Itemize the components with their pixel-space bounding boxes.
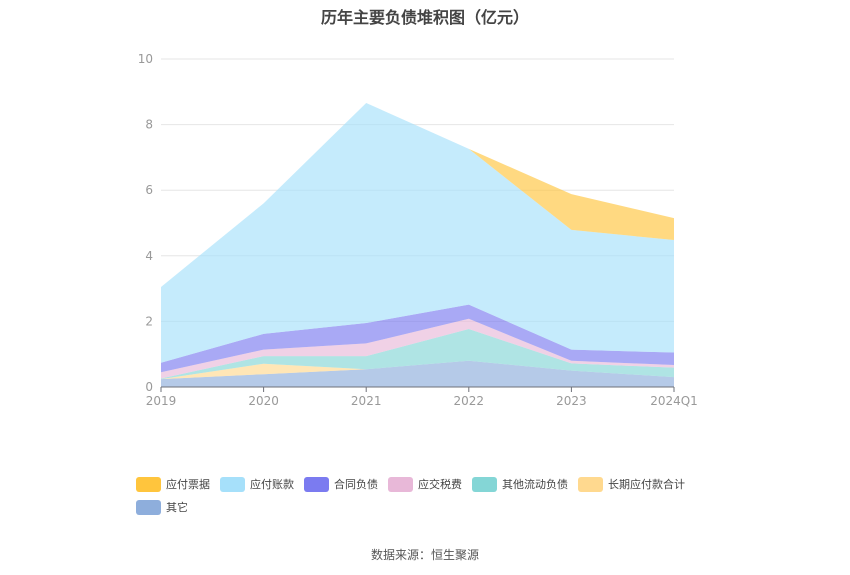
legend-item[interactable]: 其它 [136,496,188,518]
area-5 [161,102,674,363]
area-6 [161,102,674,287]
x-tick-label: 2024Q1 [650,394,698,408]
legend-swatch [136,499,161,515]
data-source: 数据来源：恒生聚源 [370,548,479,562]
x-tick-label: 2019 [146,394,177,408]
legend-swatch [304,476,329,492]
area-2 [161,328,674,380]
legend-label: 其他流动负债 [502,478,568,491]
legend: 应付票据 应付账款 合同负债 应交税费 其他流动负债 长期应付款合计其它 [136,473,736,519]
legend-swatch [388,476,413,492]
y-tick-label: 10 [138,52,153,66]
legend-swatch [136,476,161,492]
legend-label: 应交税费 [418,478,462,491]
x-tick-label: 2020 [248,394,279,408]
y-tick-label: 8 [145,118,153,132]
legend-item[interactable]: 其他流动负债 [472,473,568,495]
legend-label: 其它 [166,501,188,514]
legend-item[interactable]: 应付票据 [136,473,210,495]
x-tick-label: 2021 [351,394,382,408]
chart-title: 历年主要负债堆积图（亿元） [320,8,529,27]
legend-label: 长期应付款合计 [608,478,685,491]
area-4 [161,304,674,373]
area-0 [161,360,674,387]
legend-item[interactable]: 合同负债 [304,473,378,495]
y-tick-label: 4 [145,249,153,263]
legend-label: 合同负债 [334,478,378,491]
y-tick-label: 0 [145,380,153,394]
area-1 [161,360,674,380]
legend-swatch [472,476,497,492]
y-tick-label: 6 [145,183,153,197]
legend-swatch [578,476,603,492]
legend-item[interactable]: 应交税费 [388,473,462,495]
legend-label: 应付账款 [250,478,294,491]
legend-item[interactable]: 应付账款 [220,473,294,495]
y-tick-label: 2 [145,314,153,328]
x-tick-label: 2022 [454,394,485,408]
x-tick-label: 2023 [556,394,587,408]
legend-swatch [220,476,245,492]
legend-item[interactable]: 长期应付款合计 [578,473,685,495]
legend-label: 应付票据 [166,478,210,491]
